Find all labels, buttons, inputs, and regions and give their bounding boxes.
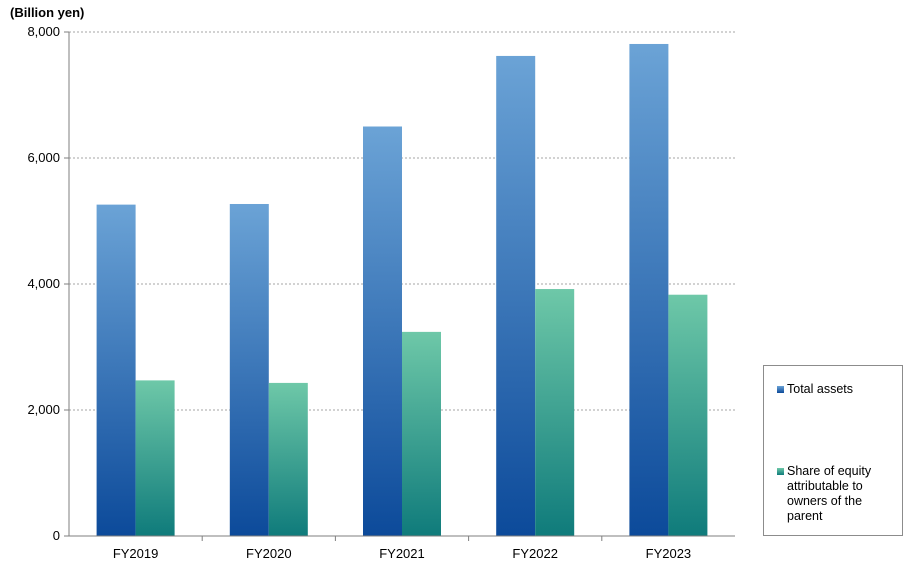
x-tick-label: FY2021 bbox=[379, 546, 425, 561]
bar-total-assets-fy2023 bbox=[629, 43, 669, 536]
x-tick-label: FY2022 bbox=[512, 546, 558, 561]
axis-layer: 0 2,000 4,000 6,000 8,000 FY2019 FY2020 FY2021 F… bbox=[27, 24, 735, 561]
bar-total-assets-fy2019 bbox=[96, 204, 136, 536]
y-tick-label: 8,000 bbox=[27, 24, 60, 39]
bar-total-assets-fy2022 bbox=[496, 55, 536, 536]
legend-label-equity: Share of equity attributable to owners o… bbox=[787, 464, 872, 523]
bar-equity-fy2023 bbox=[668, 294, 708, 536]
bars-layer bbox=[96, 43, 708, 537]
bar-equity-fy2020 bbox=[268, 382, 308, 536]
legend-swatch-equity bbox=[777, 468, 784, 475]
y-tick-label: 0 bbox=[53, 528, 60, 543]
legend-swatch-total-assets bbox=[777, 386, 784, 393]
x-tick-label: FY2023 bbox=[646, 546, 692, 561]
bar-equity-fy2021 bbox=[402, 331, 441, 536]
y-tick-label: 6,000 bbox=[27, 150, 60, 165]
legend: Total assets Share of equity attributabl… bbox=[763, 365, 903, 536]
y-tick-label: 2,000 bbox=[27, 402, 60, 417]
bar-equity-fy2019 bbox=[135, 380, 175, 536]
y-tick-label: 4,000 bbox=[27, 276, 60, 291]
bar-total-assets-fy2020 bbox=[229, 203, 269, 537]
legend-item-total-assets: Total assets bbox=[777, 382, 897, 397]
x-tick-label: FY2019 bbox=[113, 546, 159, 561]
bar-total-assets-fy2021 bbox=[363, 126, 402, 536]
legend-label-total-assets: Total assets bbox=[787, 382, 854, 396]
legend-item-equity: Share of equity attributable to owners o… bbox=[777, 464, 897, 524]
unit-label: (Billion yen) bbox=[10, 5, 84, 20]
x-tick-label: FY2020 bbox=[246, 546, 292, 561]
bar-equity-fy2022 bbox=[535, 289, 575, 536]
